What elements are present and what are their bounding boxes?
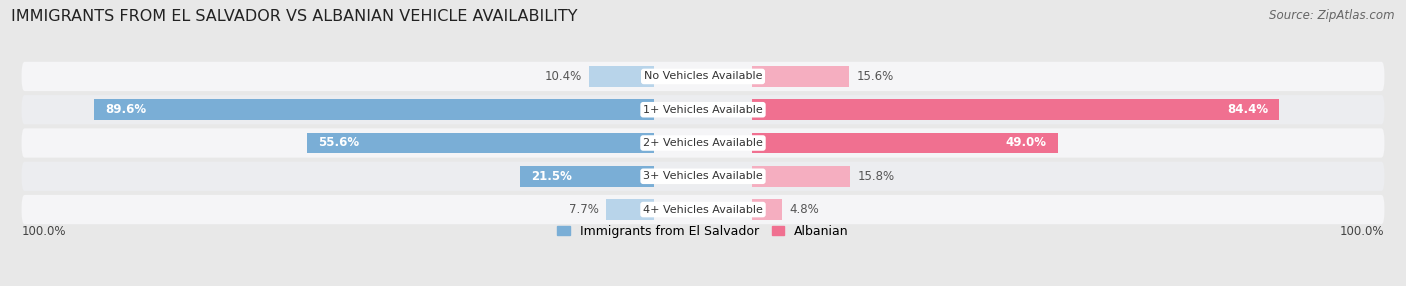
Text: 10.4%: 10.4% — [544, 70, 582, 83]
Bar — [94, 100, 654, 120]
FancyBboxPatch shape — [21, 195, 1385, 224]
FancyBboxPatch shape — [21, 162, 1385, 191]
Bar — [752, 66, 849, 87]
FancyBboxPatch shape — [21, 128, 1385, 158]
Text: 100.0%: 100.0% — [21, 225, 66, 238]
Text: No Vehicles Available: No Vehicles Available — [644, 72, 762, 82]
Bar — [307, 133, 654, 153]
Text: 55.6%: 55.6% — [318, 136, 359, 150]
Bar — [752, 133, 1059, 153]
Legend: Immigrants from El Salvador, Albanian: Immigrants from El Salvador, Albanian — [553, 220, 853, 243]
Bar — [752, 199, 782, 220]
Bar — [520, 166, 654, 186]
FancyBboxPatch shape — [21, 95, 1385, 124]
Text: 2+ Vehicles Available: 2+ Vehicles Available — [643, 138, 763, 148]
Text: 89.6%: 89.6% — [105, 103, 146, 116]
Text: 3+ Vehicles Available: 3+ Vehicles Available — [643, 171, 763, 181]
Text: 15.6%: 15.6% — [856, 70, 894, 83]
Text: 15.8%: 15.8% — [858, 170, 896, 183]
Bar — [589, 66, 654, 87]
Bar — [606, 199, 654, 220]
Text: 100.0%: 100.0% — [1340, 225, 1385, 238]
Text: 4+ Vehicles Available: 4+ Vehicles Available — [643, 204, 763, 214]
Text: 84.4%: 84.4% — [1227, 103, 1268, 116]
Text: 1+ Vehicles Available: 1+ Vehicles Available — [643, 105, 763, 115]
Text: 7.7%: 7.7% — [569, 203, 599, 216]
FancyBboxPatch shape — [21, 62, 1385, 91]
Text: 49.0%: 49.0% — [1005, 136, 1047, 150]
Bar — [752, 100, 1279, 120]
Bar — [752, 166, 851, 186]
Text: IMMIGRANTS FROM EL SALVADOR VS ALBANIAN VEHICLE AVAILABILITY: IMMIGRANTS FROM EL SALVADOR VS ALBANIAN … — [11, 9, 578, 23]
Text: 4.8%: 4.8% — [789, 203, 818, 216]
Text: 21.5%: 21.5% — [531, 170, 572, 183]
Text: Source: ZipAtlas.com: Source: ZipAtlas.com — [1270, 9, 1395, 21]
